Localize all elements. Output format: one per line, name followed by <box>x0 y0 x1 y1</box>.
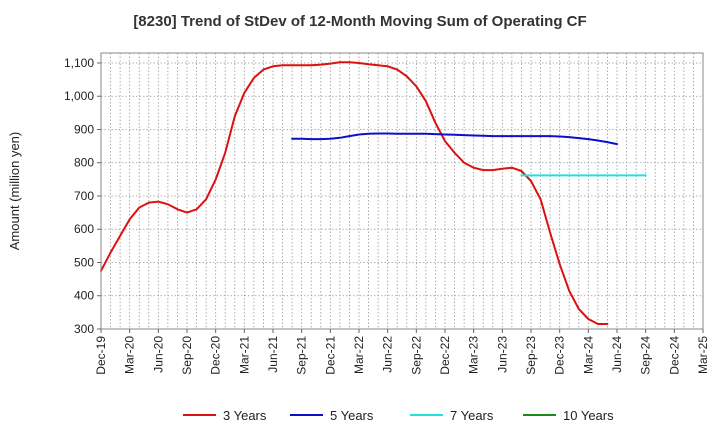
x-tick-label: Dec-20 <box>209 336 223 375</box>
x-tick-label: Dec-21 <box>323 336 337 375</box>
x-tick-label: Jun-23 <box>495 336 509 373</box>
x-tick-label: Mar-20 <box>123 336 137 374</box>
y-tick-label: 300 <box>74 322 94 336</box>
x-tick-label: Dec-23 <box>553 336 567 375</box>
x-tick-label: Mar-24 <box>581 336 595 374</box>
x-tick-label: Sep-24 <box>639 336 653 375</box>
series-line-5-years <box>291 132 618 146</box>
x-tick-label: Jun-24 <box>610 336 624 373</box>
grid <box>101 53 703 330</box>
y-axis-ticks: 300 400 500 600 700 800 900 1,000 1,100 <box>64 56 101 336</box>
x-tick-label: Jun-21 <box>266 336 280 373</box>
x-tick-label: Sep-20 <box>180 336 194 375</box>
legend: 3 Years 5 Years 7 Years 10 Years <box>183 408 614 423</box>
x-tick-label: Jun-22 <box>381 336 395 373</box>
x-tick-label: Mar-22 <box>352 336 366 374</box>
x-tick-label: Sep-22 <box>409 336 423 375</box>
legend-label: 10 Years <box>563 408 614 423</box>
y-axis-label: Amount (million yen) <box>7 132 22 251</box>
legend-label: 3 Years <box>223 408 267 423</box>
y-tick-label: 500 <box>74 255 94 269</box>
series-line-3-years <box>100 61 609 325</box>
y-tick-label: 1,100 <box>64 56 94 70</box>
legend-label: 7 Years <box>450 408 494 423</box>
series-lines <box>100 61 647 325</box>
x-tick-label: Dec-24 <box>667 336 681 375</box>
y-tick-label: 900 <box>74 122 94 136</box>
y-tick-label: 700 <box>74 189 94 203</box>
x-tick-label: Mar-21 <box>237 336 251 374</box>
x-axis-ticks: Dec-19 Mar-20 Jun-20 Sep-20 Dec-20 Mar-21 Jun-… <box>94 329 710 375</box>
x-tick-label: Mar-25 <box>696 336 710 374</box>
x-tick-label: Mar-23 <box>467 336 481 374</box>
x-tick-label: Dec-22 <box>438 336 452 375</box>
y-tick-label: 800 <box>74 156 94 170</box>
chart-title: [8230] Trend of StDev of 12-Month Moving… <box>133 13 586 30</box>
plot-frame <box>100 52 704 330</box>
y-tick-label: 600 <box>74 222 94 236</box>
y-tick-label: 400 <box>74 289 94 303</box>
legend-label: 5 Years <box>330 408 374 423</box>
x-tick-label: Sep-23 <box>524 336 538 375</box>
x-tick-label: Dec-19 <box>94 336 108 375</box>
x-tick-label: Sep-21 <box>295 336 309 375</box>
x-tick-label: Jun-20 <box>151 336 165 373</box>
y-tick-label: 1,000 <box>64 89 94 103</box>
